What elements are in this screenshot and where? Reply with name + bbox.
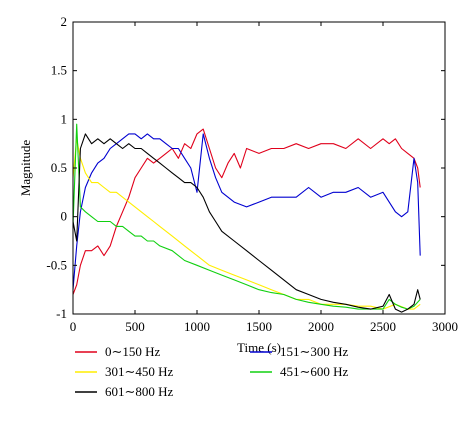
series-line-4 [72,123,421,310]
y-tick-label: 1.5 [51,63,67,78]
series-line-5 [72,133,421,313]
y-tick-label: 1 [61,111,68,126]
x-tick-label: 2000 [308,319,334,334]
legend-label-3: 301∼450 Hz [105,364,174,379]
x-tick-label: 1500 [246,319,272,334]
y-tick-label: -0.5 [46,257,67,272]
axis-ticks: 0 500 1000 1500 2000 2500 3000 -1 -0.5 0 0.5 1 1.5 2 [46,14,458,334]
legend-label-5: 601∼800 Hz [105,384,174,399]
series-line-1 [72,128,421,295]
series-layer [72,123,421,313]
x-tick-label: 0 [70,319,77,334]
x-tick-label: 500 [125,319,145,334]
legend-label-4: 451∼600 Hz [280,364,349,379]
legend: 0∼150 Hz 151∼300 Hz 301∼450 Hz 451∼600 Hz 60… [75,344,349,399]
x-tick-label: 2500 [370,319,396,334]
y-axis-label: Magnitude [18,140,33,197]
x-tick-label: 3000 [432,319,458,334]
series-line-3 [72,138,421,310]
series-line-2 [72,133,421,290]
y-tick-label: -1 [56,306,67,321]
y-tick-label: 0.5 [51,160,67,175]
y-tick-label: 0 [61,209,68,224]
legend-label-2: 151∼300 Hz [280,344,349,359]
x-tick-label: 1000 [184,319,210,334]
plot-frame [72,21,446,315]
legend-label-1: 0∼150 Hz [105,344,161,359]
y-tick-label: 2 [61,14,68,29]
